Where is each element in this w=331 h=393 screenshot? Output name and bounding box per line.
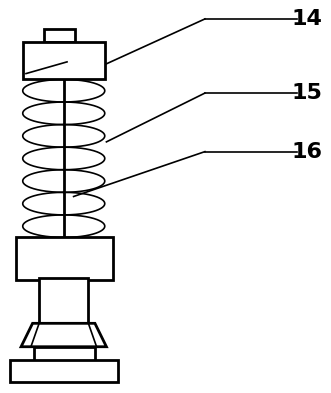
Text: 15: 15: [291, 83, 322, 103]
Bar: [16, 237, 113, 280]
Bar: [23, 42, 105, 79]
Polygon shape: [21, 323, 107, 347]
Bar: [10, 360, 118, 382]
Bar: [44, 29, 75, 42]
Bar: [39, 279, 88, 323]
Text: 16: 16: [291, 141, 322, 162]
Bar: [34, 347, 95, 362]
Text: 14: 14: [291, 9, 322, 29]
